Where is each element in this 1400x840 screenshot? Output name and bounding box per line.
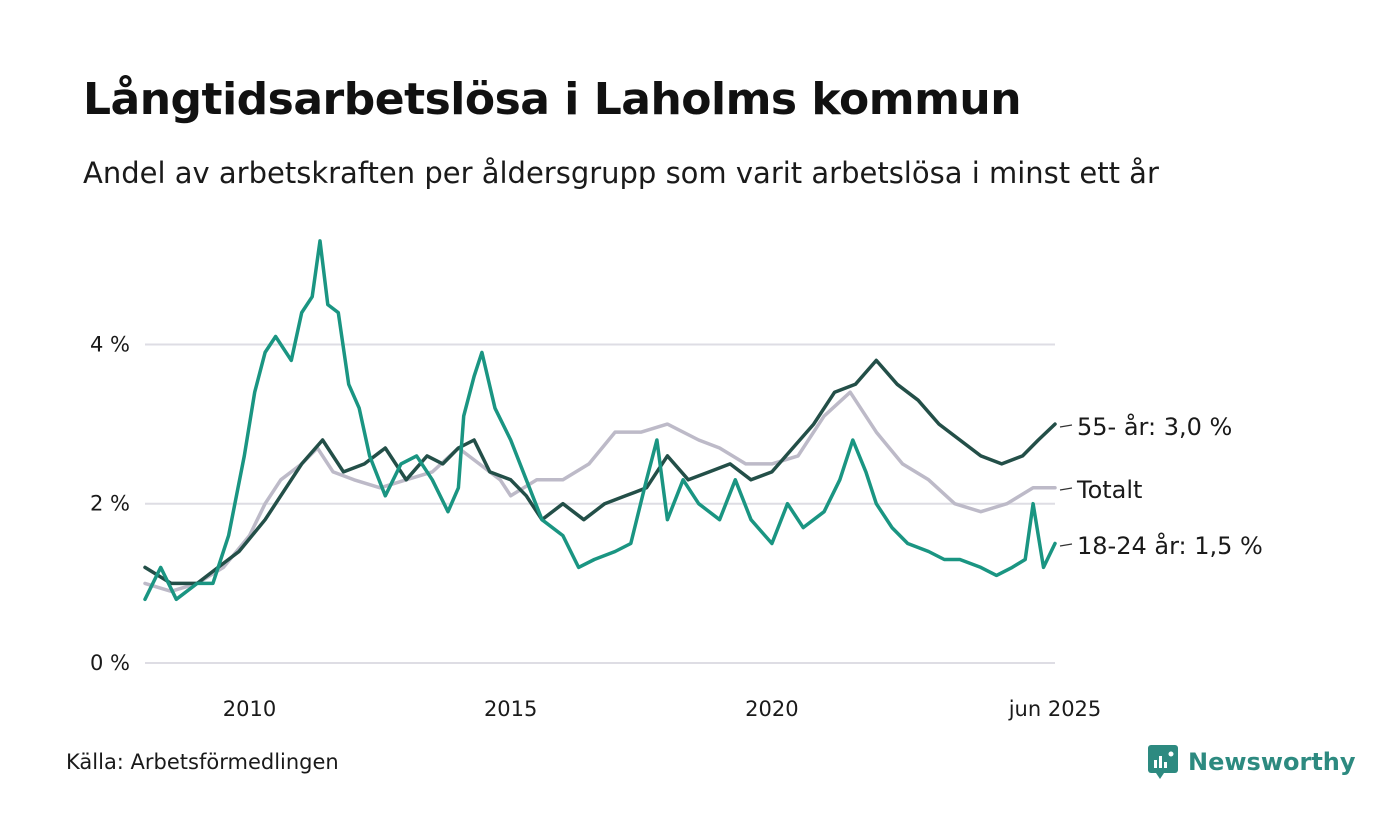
series-lines	[143, 239, 1057, 602]
x-tick-label: 2015	[484, 697, 537, 721]
x-axis-labels: 2010 2015 2020 jun 2025	[223, 697, 1102, 721]
series-label: Totalt	[1076, 476, 1142, 504]
newsworthy-logo-icon	[1148, 745, 1178, 779]
brand-logo[interactable]: Newsworthy	[1148, 744, 1356, 780]
series-line	[143, 358, 1057, 586]
x-tick-label: jun 2025	[1008, 697, 1102, 721]
series-line	[143, 390, 1057, 594]
label-connector	[1059, 543, 1073, 547]
y-tick-label: 2 %	[90, 492, 130, 516]
y-axis-labels: 0 % 2 % 4 %	[90, 332, 130, 675]
chart-subtitle: Andel av arbetskraften per åldersgrupp s…	[83, 156, 1159, 190]
x-tick-label: 2010	[223, 697, 276, 721]
series-label: 18-24 år: 1,5 %	[1077, 531, 1263, 560]
grid-lines	[145, 343, 1055, 664]
series-line	[143, 239, 1057, 602]
source-note: Källa: Arbetsförmedlingen	[66, 750, 339, 774]
label-connector	[1059, 487, 1073, 491]
chart-title: Långtidsarbetslösa i Laholms kommun	[83, 74, 1022, 125]
y-tick-label: 4 %	[90, 332, 130, 356]
series-end-labels: Totalt 55- år: 3,0 % 18-24 år: 1,5 %	[1059, 412, 1263, 560]
label-connector	[1059, 424, 1073, 428]
brand-name: Newsworthy	[1188, 748, 1356, 776]
y-tick-label: 0 %	[90, 651, 130, 675]
series-label: 55- år: 3,0 %	[1077, 412, 1232, 441]
x-tick-label: 2020	[745, 697, 798, 721]
